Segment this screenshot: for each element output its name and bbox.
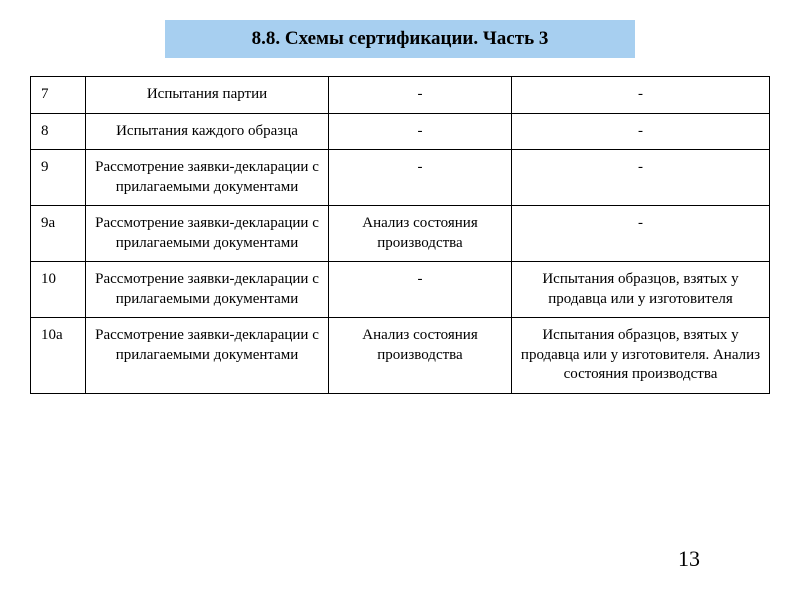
table-row: 9а Рассмотрение заявки-декларации с прил…: [31, 206, 770, 262]
slide: 8.8. Схемы сертификации. Часть 3 7 Испыт…: [0, 0, 800, 600]
cell-c2: Рассмотрение заявки-декларации с прилага…: [86, 150, 329, 206]
table-body: 7 Испытания партии - - 8 Испытания каждо…: [31, 77, 770, 394]
cell-c4: -: [512, 150, 770, 206]
cell-c2: Рассмотрение заявки-декларации с прилага…: [86, 206, 329, 262]
table-row: 10 Рассмотрение заявки-декларации с прил…: [31, 262, 770, 318]
cell-c4: -: [512, 77, 770, 114]
page-number: 13: [678, 546, 700, 572]
cell-c4: -: [512, 206, 770, 262]
certification-table: 7 Испытания партии - - 8 Испытания каждо…: [30, 76, 770, 394]
cell-code: 10а: [31, 318, 86, 394]
table-row: 7 Испытания партии - -: [31, 77, 770, 114]
cell-code: 7: [31, 77, 86, 114]
cell-c4: Испытания образцов, взятых у продавца ил…: [512, 262, 770, 318]
cell-c2: Рассмотрение заявки-декларации с прилага…: [86, 318, 329, 394]
cell-code: 8: [31, 113, 86, 150]
cell-code: 10: [31, 262, 86, 318]
cell-c4: -: [512, 113, 770, 150]
cell-c2: Испытания каждого образца: [86, 113, 329, 150]
cell-c3: -: [329, 150, 512, 206]
cell-c3: Анализ состояния производства: [329, 206, 512, 262]
cell-c3: -: [329, 113, 512, 150]
cell-c2: Рассмотрение заявки-декларации с прилага…: [86, 262, 329, 318]
cell-c3: -: [329, 262, 512, 318]
table-row: 8 Испытания каждого образца - -: [31, 113, 770, 150]
slide-title: 8.8. Схемы сертификации. Часть 3: [165, 20, 635, 58]
cell-c3: Анализ состояния производства: [329, 318, 512, 394]
cell-code: 9а: [31, 206, 86, 262]
cell-c4: Испытания образцов, взятых у продавца ил…: [512, 318, 770, 394]
table-row: 10а Рассмотрение заявки-декларации с при…: [31, 318, 770, 394]
table-row: 9 Рассмотрение заявки-декларации с прила…: [31, 150, 770, 206]
cell-c2: Испытания партии: [86, 77, 329, 114]
cell-code: 9: [31, 150, 86, 206]
cell-c3: -: [329, 77, 512, 114]
